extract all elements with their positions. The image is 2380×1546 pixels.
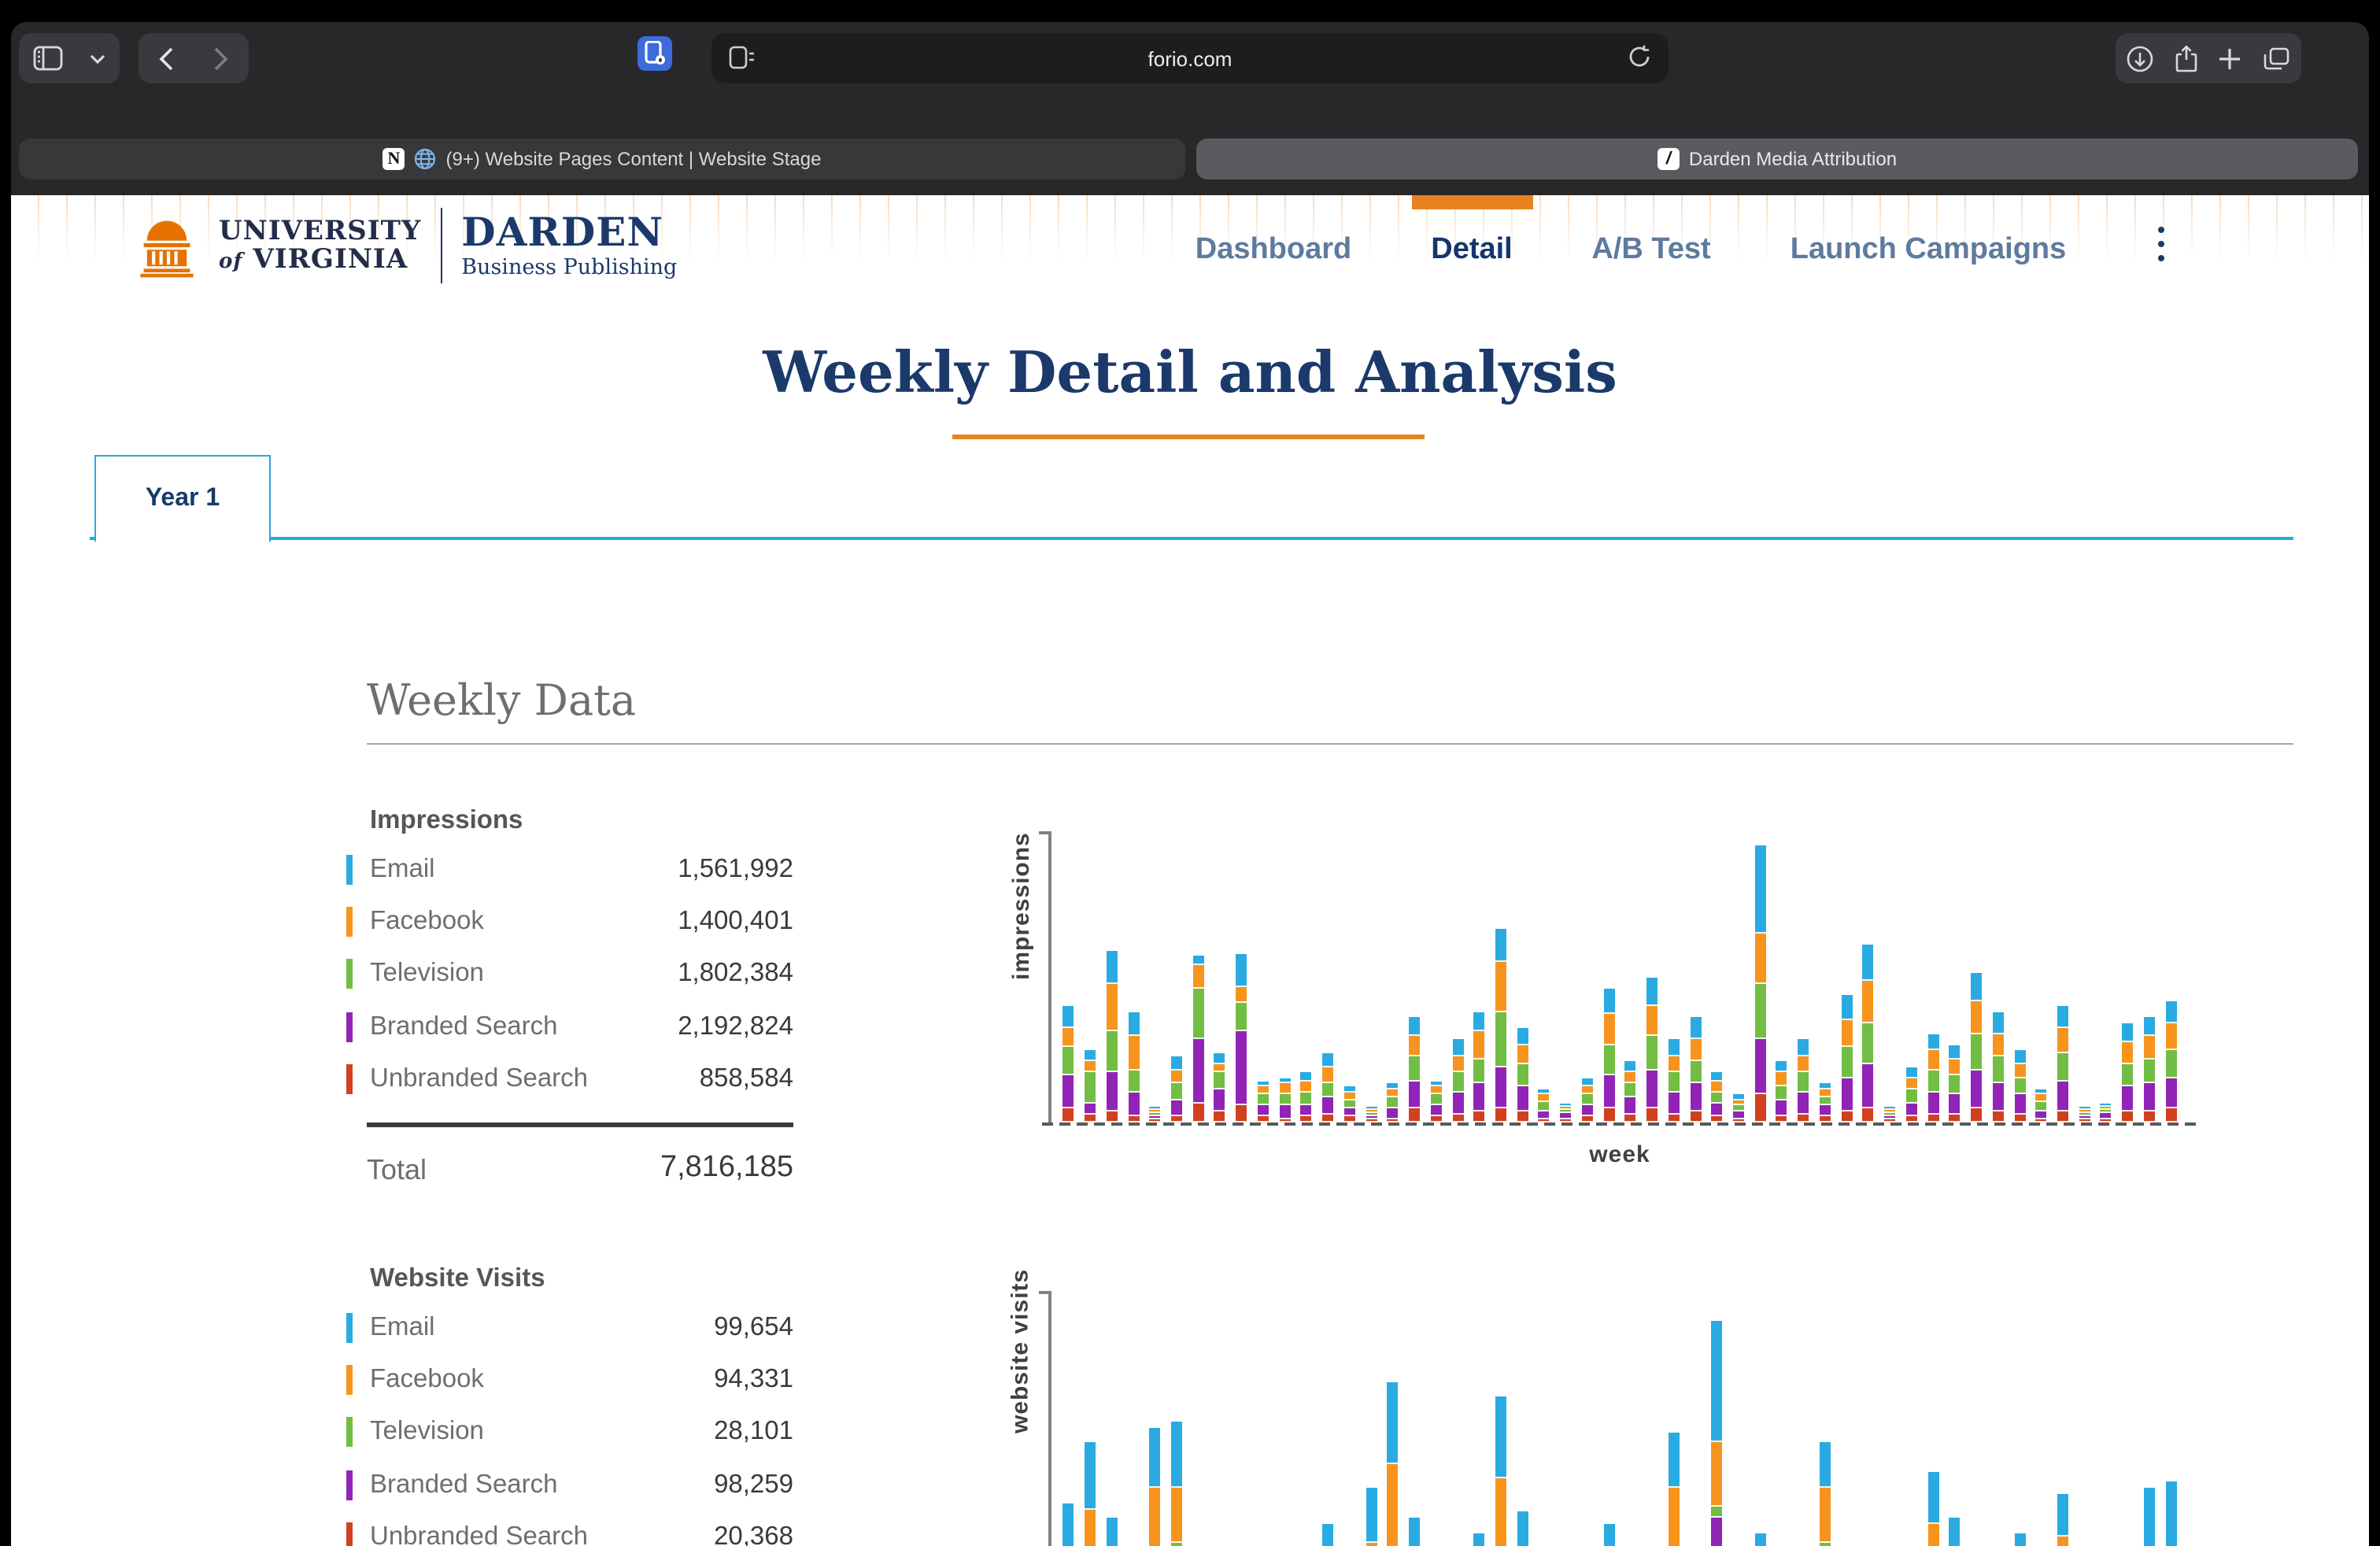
header-pinstripes bbox=[11, 195, 2369, 268]
unbranded-search-color-tick bbox=[346, 1064, 352, 1094]
uva-rotunda-icon bbox=[140, 220, 194, 278]
tab-title: (9+) Website Pages Content | Website Sta… bbox=[445, 148, 822, 170]
x-axis-baseline bbox=[1042, 1122, 2201, 1126]
page-settings-icon[interactable] bbox=[729, 46, 754, 77]
email-color-tick bbox=[346, 855, 352, 885]
nav-dashboard[interactable]: Dashboard bbox=[1195, 233, 1352, 266]
unbranded-search-color-tick bbox=[346, 1522, 352, 1546]
tab-overview-icon[interactable] bbox=[2264, 46, 2290, 70]
website-visits-heading: Website Visits bbox=[370, 1264, 545, 1293]
impressions-heading: Impressions bbox=[370, 806, 523, 834]
active-nav-indicator bbox=[1412, 195, 1533, 209]
sidebar-button-group bbox=[19, 33, 120, 83]
impressions-chart bbox=[1039, 831, 2201, 1126]
y-axis bbox=[1048, 1291, 1051, 1546]
branded-search-color-tick bbox=[346, 1470, 352, 1500]
table-row: Branded Search 2,192,824 bbox=[346, 1009, 793, 1047]
table-row: Facebook 1,400,401 bbox=[346, 904, 793, 941]
nav-launch-campaigns[interactable]: Launch Campaigns bbox=[1790, 233, 2067, 266]
television-color-tick bbox=[346, 1417, 352, 1447]
page-title: Weekly Detail and Analysis bbox=[763, 340, 1617, 406]
y-axis-top-tick bbox=[1039, 831, 1050, 834]
section-rule bbox=[367, 743, 2293, 745]
browser-window: forio.com bbox=[11, 22, 2369, 1546]
year-tab-rule bbox=[90, 537, 2293, 539]
back-icon[interactable] bbox=[159, 46, 173, 70]
total-separator bbox=[367, 1123, 793, 1126]
table-row: Television 1,802,384 bbox=[346, 956, 793, 993]
history-button-group bbox=[139, 33, 249, 83]
nav-detail[interactable]: Detail bbox=[1431, 233, 1513, 266]
impressions-x-axis-label: week bbox=[1589, 1141, 1650, 1168]
total-row: Total 7,816,185 bbox=[367, 1151, 793, 1185]
page-content: UNIVERSITY of VIRGINIA DARDEN Business P… bbox=[11, 195, 2369, 1546]
facebook-color-tick bbox=[346, 907, 352, 937]
table-row: Email 99,654 bbox=[346, 1310, 793, 1348]
table-row: Television 28,101 bbox=[346, 1414, 793, 1452]
website-visits-chart bbox=[1039, 1291, 2182, 1546]
facebook-color-tick bbox=[346, 1365, 352, 1395]
new-tab-icon[interactable] bbox=[2219, 46, 2242, 70]
y-axis bbox=[1048, 831, 1051, 1123]
table-row: Branded Search 98,259 bbox=[346, 1467, 793, 1505]
table-row: Unbranded Search 858,584 bbox=[346, 1061, 793, 1099]
overflow-menu-icon[interactable] bbox=[2158, 227, 2164, 261]
forio-icon: / bbox=[1657, 148, 1680, 170]
tab-strip: N (9+) Website Pages Content | Website S… bbox=[11, 91, 2369, 195]
globe-icon bbox=[415, 148, 437, 170]
logo-divider bbox=[440, 208, 443, 283]
darden-wordmark: DARDEN Business Publishing bbox=[461, 209, 678, 281]
browser-toolbar: forio.com bbox=[11, 22, 2369, 139]
url-bar[interactable]: forio.com bbox=[711, 33, 1669, 83]
email-color-tick bbox=[346, 1313, 352, 1343]
y-axis-top-tick bbox=[1039, 1291, 1050, 1293]
tab-year-1[interactable]: Year 1 bbox=[94, 455, 271, 542]
impressions-y-axis-label: impressions bbox=[1007, 832, 1035, 980]
table-row: Email 1,561,992 bbox=[346, 852, 793, 890]
table-row: Facebook 94,331 bbox=[346, 1362, 793, 1400]
uva-wordmark: UNIVERSITY of VIRGINIA bbox=[219, 215, 422, 275]
branded-search-color-tick bbox=[346, 1012, 352, 1042]
notion-icon: N bbox=[382, 148, 405, 170]
tab-title: Darden Media Attribution bbox=[1688, 148, 1898, 170]
sidebar-toggle-icon[interactable] bbox=[33, 46, 63, 71]
password-extension-icon[interactable] bbox=[638, 36, 672, 71]
forward-icon[interactable] bbox=[214, 46, 228, 70]
downloads-icon[interactable] bbox=[2127, 45, 2153, 72]
title-underline bbox=[952, 435, 1425, 439]
nav-ab-test[interactable]: A/B Test bbox=[1591, 233, 1711, 266]
reload-icon[interactable] bbox=[1628, 44, 1651, 77]
site-logo[interactable]: UNIVERSITY of VIRGINIA DARDEN Business P… bbox=[134, 208, 677, 283]
table-row: Unbranded Search 20,368 bbox=[346, 1519, 793, 1546]
website-visits-y-axis-label: website visits bbox=[1007, 1268, 1034, 1433]
television-color-tick bbox=[346, 959, 352, 989]
tab-notion[interactable]: N (9+) Website Pages Content | Website S… bbox=[19, 139, 1185, 179]
sidebar-chevron-down-icon[interactable] bbox=[91, 53, 106, 64]
share-icon[interactable] bbox=[2175, 45, 2197, 72]
toolbar-right-group bbox=[2116, 33, 2301, 83]
url-text[interactable]: forio.com bbox=[1148, 46, 1232, 70]
section-heading: Weekly Data bbox=[367, 677, 637, 726]
tab-darden-media-attribution[interactable]: / Darden Media Attribution bbox=[1196, 139, 2358, 179]
